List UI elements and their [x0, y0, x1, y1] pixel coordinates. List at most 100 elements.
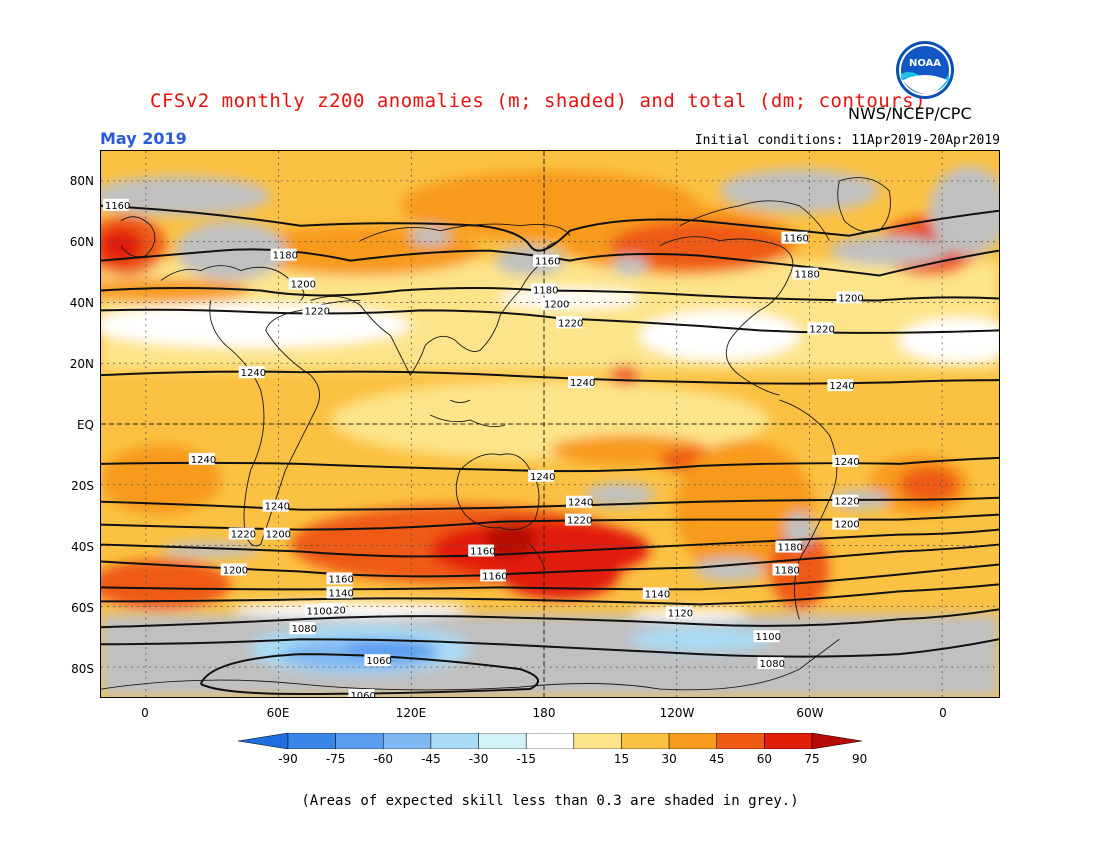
svg-text:1060: 1060: [350, 691, 375, 698]
lon-label: 0: [939, 706, 947, 720]
contour-label: 1240: [528, 469, 555, 483]
anomaly-map: 1160 1180 1200 1220 1240 1160 1180 1200 …: [100, 150, 1000, 698]
svg-text:1180: 1180: [794, 270, 819, 281]
lat-label: 80S: [71, 662, 94, 676]
contour-label: 1160: [480, 569, 508, 582]
contour-label: 1240: [832, 454, 860, 468]
svg-text:1200: 1200: [223, 565, 248, 576]
contour-label: 1180: [775, 540, 803, 554]
colorbar-tick-label: 15: [613, 752, 630, 766]
equator-dateline: [101, 151, 999, 697]
contour-label: 1080: [289, 622, 317, 635]
svg-text:1120: 1120: [321, 605, 346, 616]
colorbar-tick-label: -75: [325, 752, 346, 766]
svg-text:1220: 1220: [231, 530, 256, 541]
contour-label: 1180: [531, 283, 558, 296]
lat-label: 20N: [69, 357, 94, 371]
contour-label: 1140: [326, 586, 354, 599]
colorbar-cell: [383, 733, 432, 749]
svg-text:1200: 1200: [291, 280, 316, 291]
contour-label: 1200: [263, 527, 291, 541]
lat-label: 60N: [69, 235, 94, 249]
noaa-logo: NOAA: [896, 41, 954, 99]
svg-text:1160: 1160: [470, 547, 495, 558]
svg-text:1160: 1160: [105, 201, 130, 212]
lat-label: 20S: [71, 479, 94, 493]
contour-label: 1240: [565, 495, 593, 509]
svg-text:1220: 1220: [834, 497, 859, 508]
colorbar-tick-label: -60: [373, 752, 394, 766]
svg-text:1180: 1180: [533, 285, 558, 296]
lon-label: 180: [532, 706, 556, 720]
svg-text:1140: 1140: [645, 589, 670, 600]
colorbar-cell: [287, 733, 336, 749]
contour-label: 1200: [836, 291, 864, 304]
contour-label: 1200: [220, 563, 248, 576]
contour-label: 1140: [642, 587, 670, 600]
colorbar-cell: [764, 733, 813, 749]
contour-label: 1240: [567, 376, 595, 389]
lat-label: 60S: [71, 601, 94, 615]
svg-text:1120: 1120: [668, 608, 693, 619]
contour-label: 1160: [102, 198, 130, 212]
svg-text:1160: 1160: [535, 257, 560, 268]
contour-label: 1200: [288, 277, 316, 291]
contour-label: 1240: [188, 452, 216, 466]
month-label: May 2019: [100, 129, 187, 148]
svg-text:1240: 1240: [570, 378, 595, 389]
svg-text:1240: 1240: [241, 368, 266, 379]
svg-text:1100: 1100: [756, 632, 781, 643]
lon-label: 0: [141, 706, 149, 720]
contour-label: 1220: [555, 316, 583, 329]
contour-label: 1100: [753, 630, 781, 643]
lon-label: 120E: [395, 706, 427, 720]
contour-label: 1120: [665, 606, 693, 619]
colorbar-cell: [716, 733, 765, 749]
contour-label: 1240: [827, 379, 855, 392]
contour-label: 1220: [807, 322, 835, 335]
svg-text:1160: 1160: [328, 574, 353, 585]
colorbar-arrow-high: [811, 733, 862, 749]
colorbar-cell: [668, 733, 717, 749]
contour-label: 1080: [757, 657, 785, 670]
colorbar-tick-label: -90: [278, 752, 298, 766]
chart-title: CFSv2 monthly z200 anomalies (m; shaded)…: [150, 90, 927, 112]
svg-text:1160: 1160: [482, 571, 507, 582]
svg-text:1200: 1200: [266, 530, 291, 541]
contour-label: 1100: [304, 604, 332, 617]
svg-text:1240: 1240: [265, 502, 290, 513]
colorbar-tick-label: -30: [468, 752, 489, 766]
svg-text:1140: 1140: [328, 588, 353, 599]
contour-label: 1180: [270, 248, 298, 262]
colorbar-arrow-low: [238, 733, 289, 749]
contour-label: 1120: [318, 603, 346, 616]
svg-text:1180: 1180: [273, 251, 298, 262]
colorbar-tick-label: 60: [756, 752, 772, 766]
lon-label: 60W: [796, 706, 824, 720]
contour-label: 1060: [364, 654, 392, 667]
svg-text:1060: 1060: [366, 656, 391, 667]
contour-label: 1160: [326, 572, 354, 585]
colorbar-cell: [478, 733, 527, 749]
lat-label: 40N: [69, 296, 94, 310]
lat-label: 80N: [69, 174, 94, 188]
colorbar-tick-label: 30: [661, 752, 677, 766]
svg-text:1240: 1240: [834, 457, 859, 468]
svg-text:1240: 1240: [191, 455, 216, 466]
svg-text:1220: 1220: [567, 516, 592, 527]
logo-text: NOAA: [909, 58, 941, 69]
skill-footnote: (Areas of expected skill less than 0.3 a…: [301, 793, 799, 809]
contour-label: 1240: [238, 366, 266, 379]
colorbar-cell: [621, 733, 670, 749]
lon-label: 120W: [659, 706, 695, 720]
svg-text:1180: 1180: [777, 543, 802, 554]
svg-text:1080: 1080: [292, 624, 317, 635]
svg-text:1240: 1240: [568, 498, 593, 509]
svg-text:1200: 1200: [838, 293, 863, 304]
svg-text:1240: 1240: [829, 381, 854, 392]
svg-text:1220: 1220: [305, 306, 330, 317]
contour-label: 1220: [564, 513, 592, 527]
initial-conditions: Initial conditions: 11Apr2019-20Apr2019: [694, 133, 1000, 148]
contour-label: 1220: [302, 304, 330, 317]
contour-label: 1180: [772, 563, 800, 576]
